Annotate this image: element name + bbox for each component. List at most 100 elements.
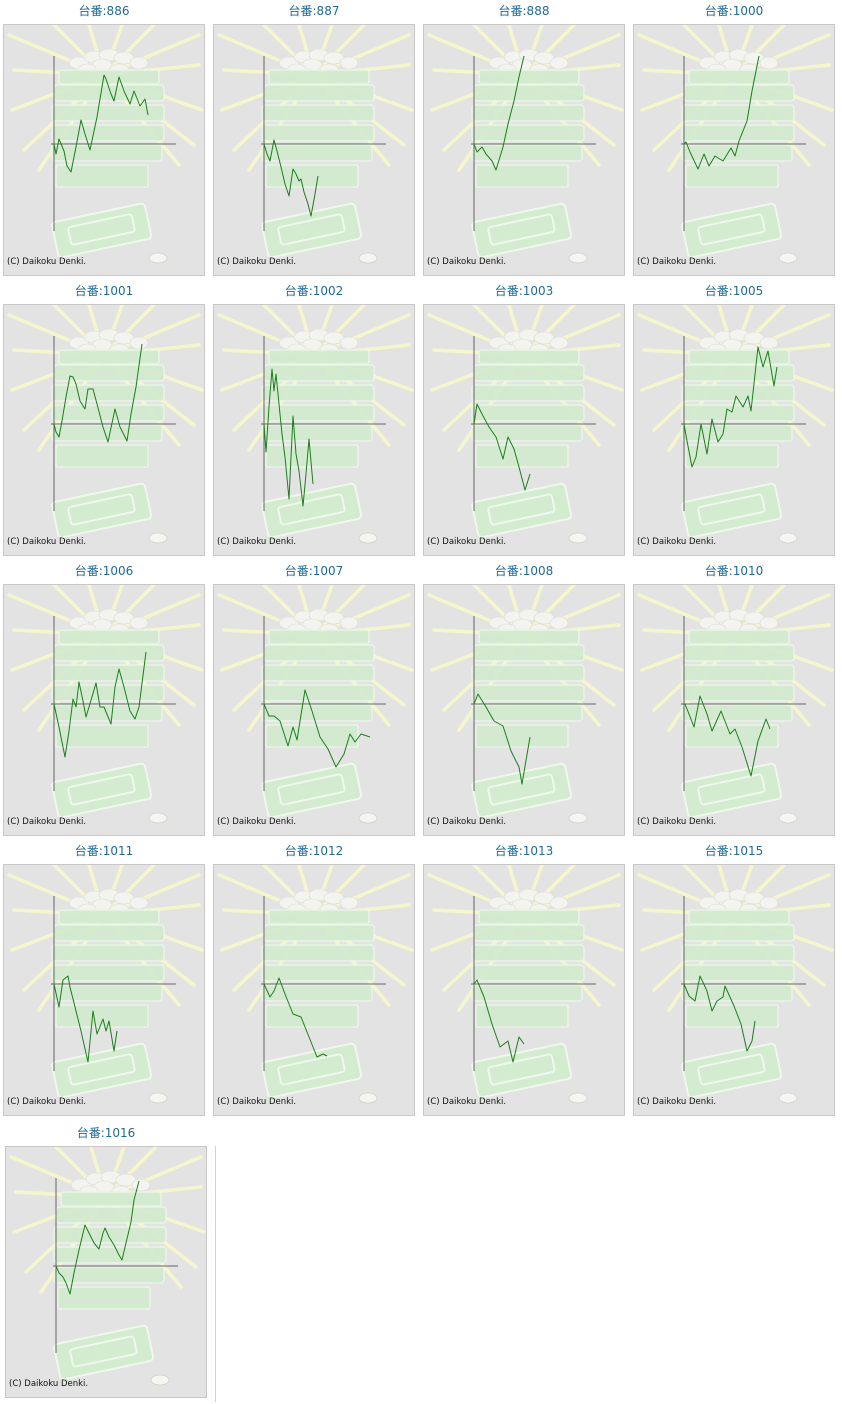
copyright-text: (C) Daikoku Denki. — [7, 257, 87, 267]
machine-number-link[interactable]: 台番:887 — [288, 4, 340, 18]
copyright-text: (C) Daikoku Denki. — [7, 537, 87, 547]
copyright-text: (C) Daikoku Denki. — [427, 537, 507, 547]
copyright-text: (C) Daikoku Denki. — [7, 817, 87, 827]
graph-svg — [634, 585, 834, 835]
background-illustration — [634, 305, 834, 555]
machine-graph-cell: 台番:1001 (C) Daikoku Denki. — [0, 280, 210, 560]
background-illustration — [4, 865, 204, 1115]
graph-svg — [634, 865, 834, 1115]
machine-graph-cell: 台番:1006 (C) Daikoku Denki. — [0, 560, 210, 840]
graph-svg — [634, 305, 834, 555]
medal-difference-line — [53, 74, 149, 173]
machine-graph-cell: 台番:1008 (C) Daikoku Denki. — [420, 560, 630, 840]
medal-difference-line — [53, 651, 147, 758]
medal-difference-line — [683, 55, 760, 170]
copyright-text: (C) Daikoku Denki. — [217, 817, 297, 827]
medal-difference-line — [263, 368, 314, 507]
medal-difference-line — [473, 979, 525, 1063]
graph-svg — [214, 865, 414, 1115]
machine-number-link[interactable]: 台番:1001 — [74, 284, 134, 298]
background-illustration — [6, 1147, 206, 1397]
copyright-text: (C) Daikoku Denki. — [217, 537, 297, 547]
copyright-text: (C) Daikoku Denki. — [9, 1379, 89, 1389]
slump-graph: (C) Daikoku Denki. — [213, 24, 415, 276]
graph-svg — [424, 25, 624, 275]
medal-difference-line — [263, 139, 319, 217]
slump-graph: (C) Daikoku Denki. — [423, 584, 625, 836]
slump-graph: (C) Daikoku Denki. — [213, 304, 415, 556]
medal-difference-line — [683, 346, 778, 468]
machine-number-link[interactable]: 台番:1016 — [76, 1126, 136, 1140]
slump-graph: (C) Daikoku Denki. — [633, 304, 835, 556]
medal-difference-line — [684, 695, 771, 777]
machine-graph-cell: 台番:1015 (C) Daikoku Denki. — [630, 840, 840, 1120]
background-illustration — [634, 585, 834, 835]
copyright-text: (C) Daikoku Denki. — [427, 817, 507, 827]
background-illustration — [424, 585, 624, 835]
machine-number-link[interactable]: 台番:1015 — [704, 844, 764, 858]
medal-difference-line — [473, 403, 531, 491]
background-illustration — [214, 305, 414, 555]
copyright-text: (C) Daikoku Denki. — [427, 257, 507, 267]
machine-graph-cell: 台番:1016 (C) Daikoku Denki. — [2, 1122, 212, 1402]
machine-number-link[interactable]: 台番:1010 — [704, 564, 764, 578]
background-illustration — [214, 865, 414, 1115]
graph-svg — [424, 585, 624, 835]
slump-graph: (C) Daikoku Denki. — [423, 864, 625, 1116]
graph-svg — [4, 305, 204, 555]
machine-number-link[interactable]: 台番:1005 — [704, 284, 764, 298]
machine-graph-cell: 台番:1007 (C) Daikoku Denki. — [210, 560, 420, 840]
medal-difference-line — [53, 343, 143, 443]
graph-svg — [4, 585, 204, 835]
copyright-text: (C) Daikoku Denki. — [637, 537, 717, 547]
copyright-text: (C) Daikoku Denki. — [7, 1097, 87, 1107]
machine-number-link[interactable]: 台番:1006 — [74, 564, 134, 578]
copyright-text: (C) Daikoku Denki. — [637, 257, 717, 267]
machine-number-link[interactable]: 台番:888 — [498, 4, 550, 18]
graph-svg — [214, 585, 414, 835]
machine-graph-cell: 台番:1012 (C) Daikoku Denki. — [210, 840, 420, 1120]
background-illustration — [424, 25, 624, 275]
graph-svg — [4, 25, 204, 275]
slump-graph: (C) Daikoku Denki. — [3, 864, 205, 1116]
machine-number-link[interactable]: 台番:1007 — [284, 564, 344, 578]
column-divider — [215, 1146, 216, 1402]
slump-graph: (C) Daikoku Denki. — [633, 864, 835, 1116]
slump-graph: (C) Daikoku Denki. — [3, 24, 205, 276]
machine-graph-cell: 台番:1010 (C) Daikoku Denki. — [630, 560, 840, 840]
machine-graph-cell: 台番:1002 (C) Daikoku Denki. — [210, 280, 420, 560]
machine-number-link[interactable]: 台番:1002 — [284, 284, 344, 298]
graph-svg — [214, 305, 414, 555]
background-illustration — [4, 25, 204, 275]
machine-number-link[interactable]: 台番:1012 — [284, 844, 344, 858]
copyright-text: (C) Daikoku Denki. — [217, 257, 297, 267]
medal-difference-line — [263, 689, 371, 768]
medal-difference-line — [53, 975, 118, 1063]
background-illustration — [424, 865, 624, 1115]
copyright-text: (C) Daikoku Denki. — [637, 817, 717, 827]
machine-number-link[interactable]: 台番:886 — [78, 4, 130, 18]
machine-graph-cell: 台番:887 (C) Daikoku Denki. — [210, 0, 420, 280]
medal-difference-line — [263, 977, 328, 1058]
background-illustration — [214, 25, 414, 275]
background-illustration — [634, 25, 834, 275]
machine-number-link[interactable]: 台番:1013 — [494, 844, 554, 858]
machine-number-link[interactable]: 台番:1003 — [494, 284, 554, 298]
machine-graph-cell: 台番:1005 (C) Daikoku Denki. — [630, 280, 840, 560]
graph-svg — [634, 25, 834, 275]
slump-graph: (C) Daikoku Denki. — [3, 584, 205, 836]
background-illustration — [4, 585, 204, 835]
medal-difference-line — [473, 693, 531, 785]
machine-graph-cell: 台番:1013 (C) Daikoku Denki. — [420, 840, 630, 1120]
slump-graph: (C) Daikoku Denki. — [213, 584, 415, 836]
machine-number-link[interactable]: 台番:1011 — [74, 844, 134, 858]
slump-graph: (C) Daikoku Denki. — [423, 24, 625, 276]
copyright-text: (C) Daikoku Denki. — [217, 1097, 297, 1107]
graph-svg — [6, 1147, 206, 1397]
background-illustration — [424, 305, 624, 555]
graph-svg — [424, 865, 624, 1115]
slump-graph: (C) Daikoku Denki. — [423, 304, 625, 556]
machine-number-link[interactable]: 台番:1000 — [704, 4, 764, 18]
machine-number-link[interactable]: 台番:1008 — [494, 564, 554, 578]
medal-difference-line — [683, 975, 756, 1052]
